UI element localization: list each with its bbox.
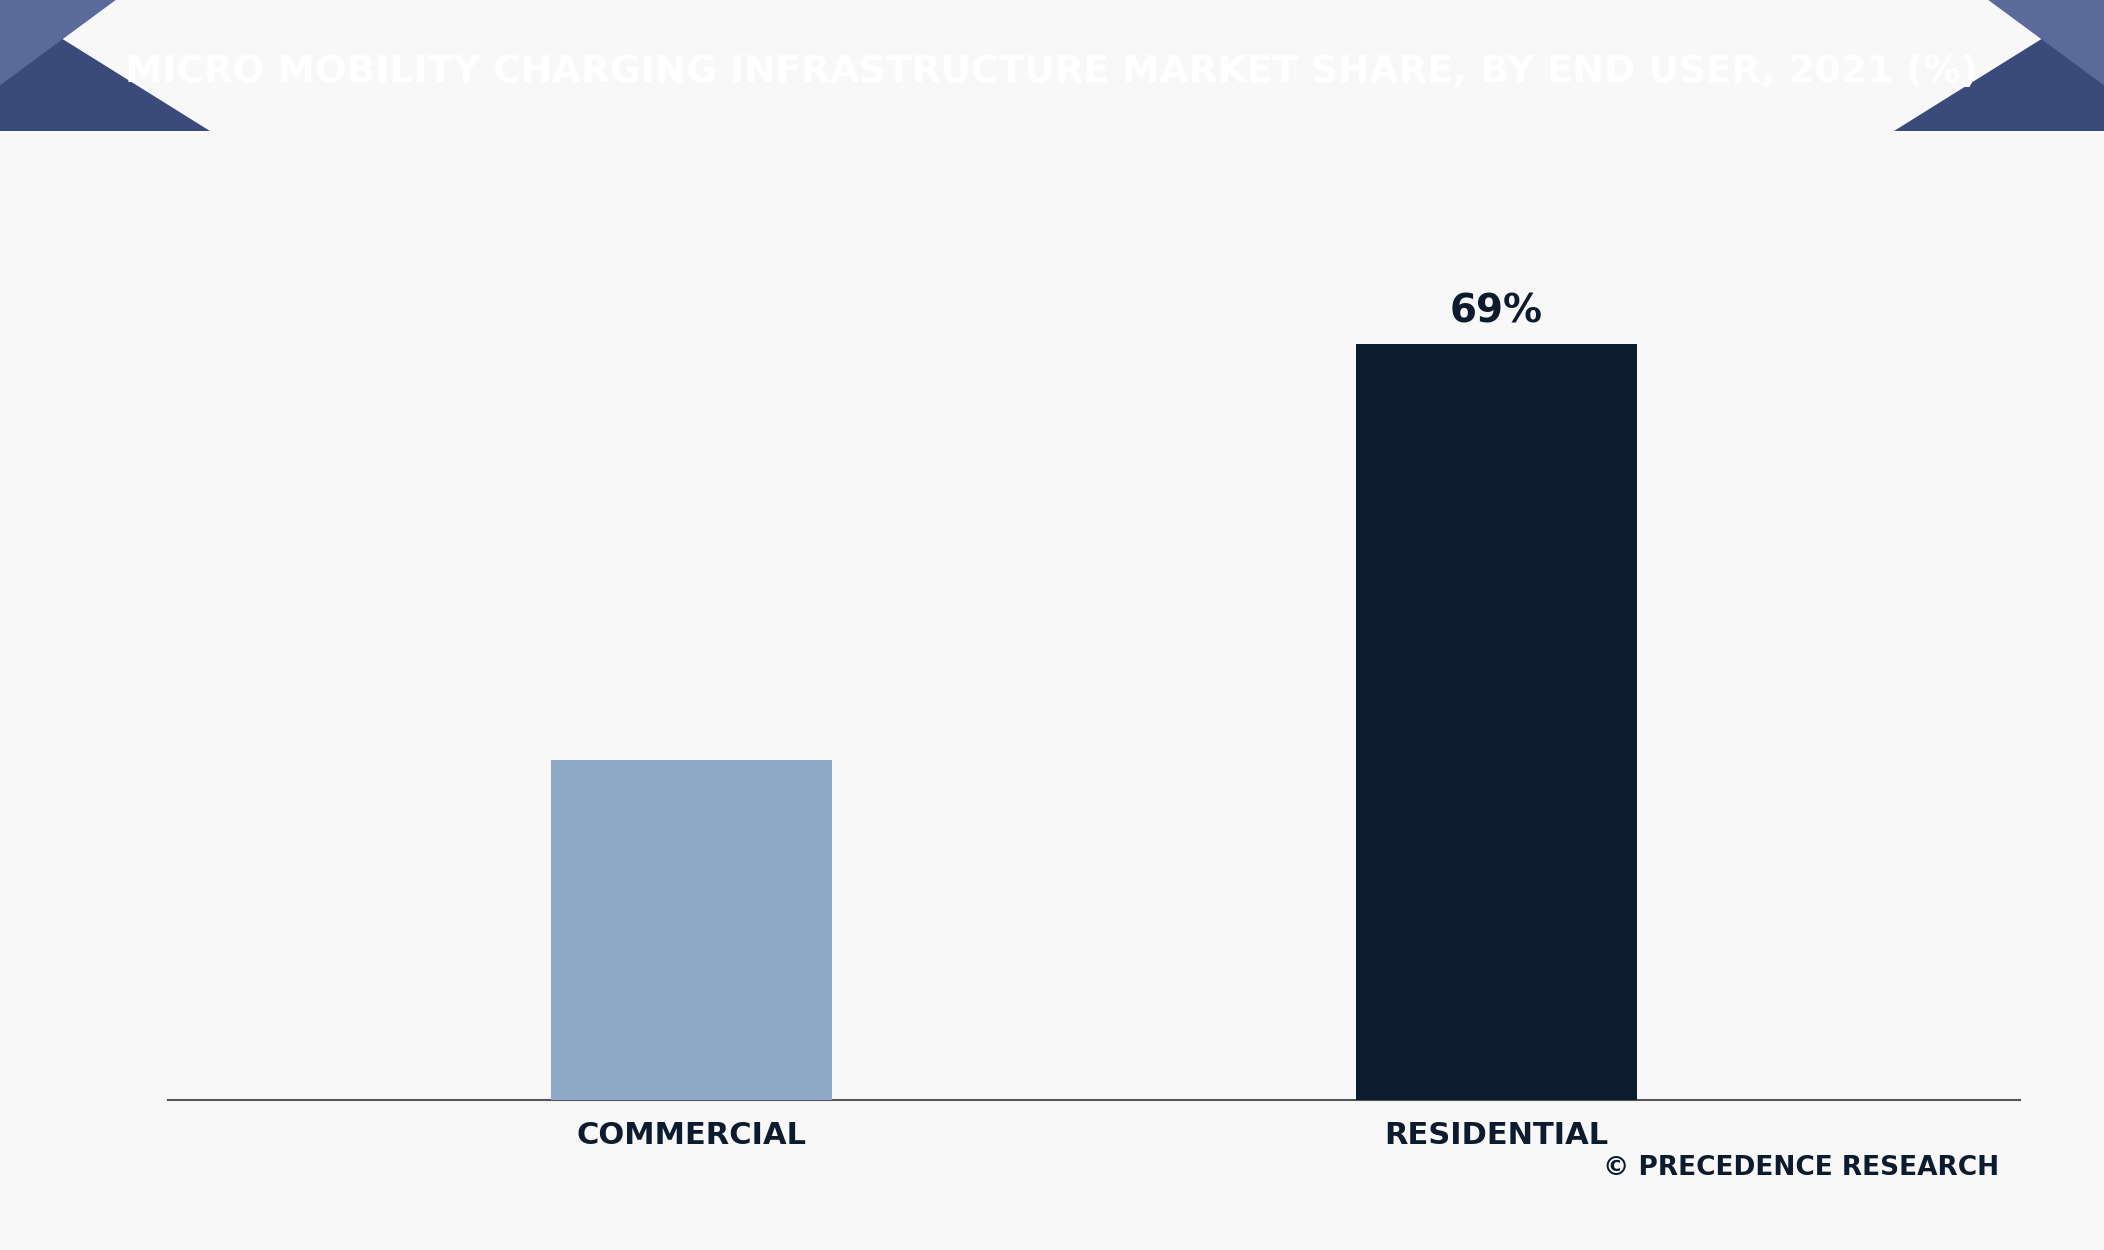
Polygon shape [1988,0,2104,85]
Text: MICRO MOBILITY CHARGING INFRASTRUCTURE MARKET SHARE, BY END USER, 2021 (%): MICRO MOBILITY CHARGING INFRASTRUCTURE M… [126,54,1978,90]
Polygon shape [0,0,116,85]
Bar [551,760,833,1100]
Bar [1355,344,1637,1100]
Text: © PRECEDENCE RESEARCH: © PRECEDENCE RESEARCH [1603,1155,1999,1181]
Text: 69%: 69% [1450,292,1542,331]
Polygon shape [0,0,210,131]
Polygon shape [1894,0,2104,131]
